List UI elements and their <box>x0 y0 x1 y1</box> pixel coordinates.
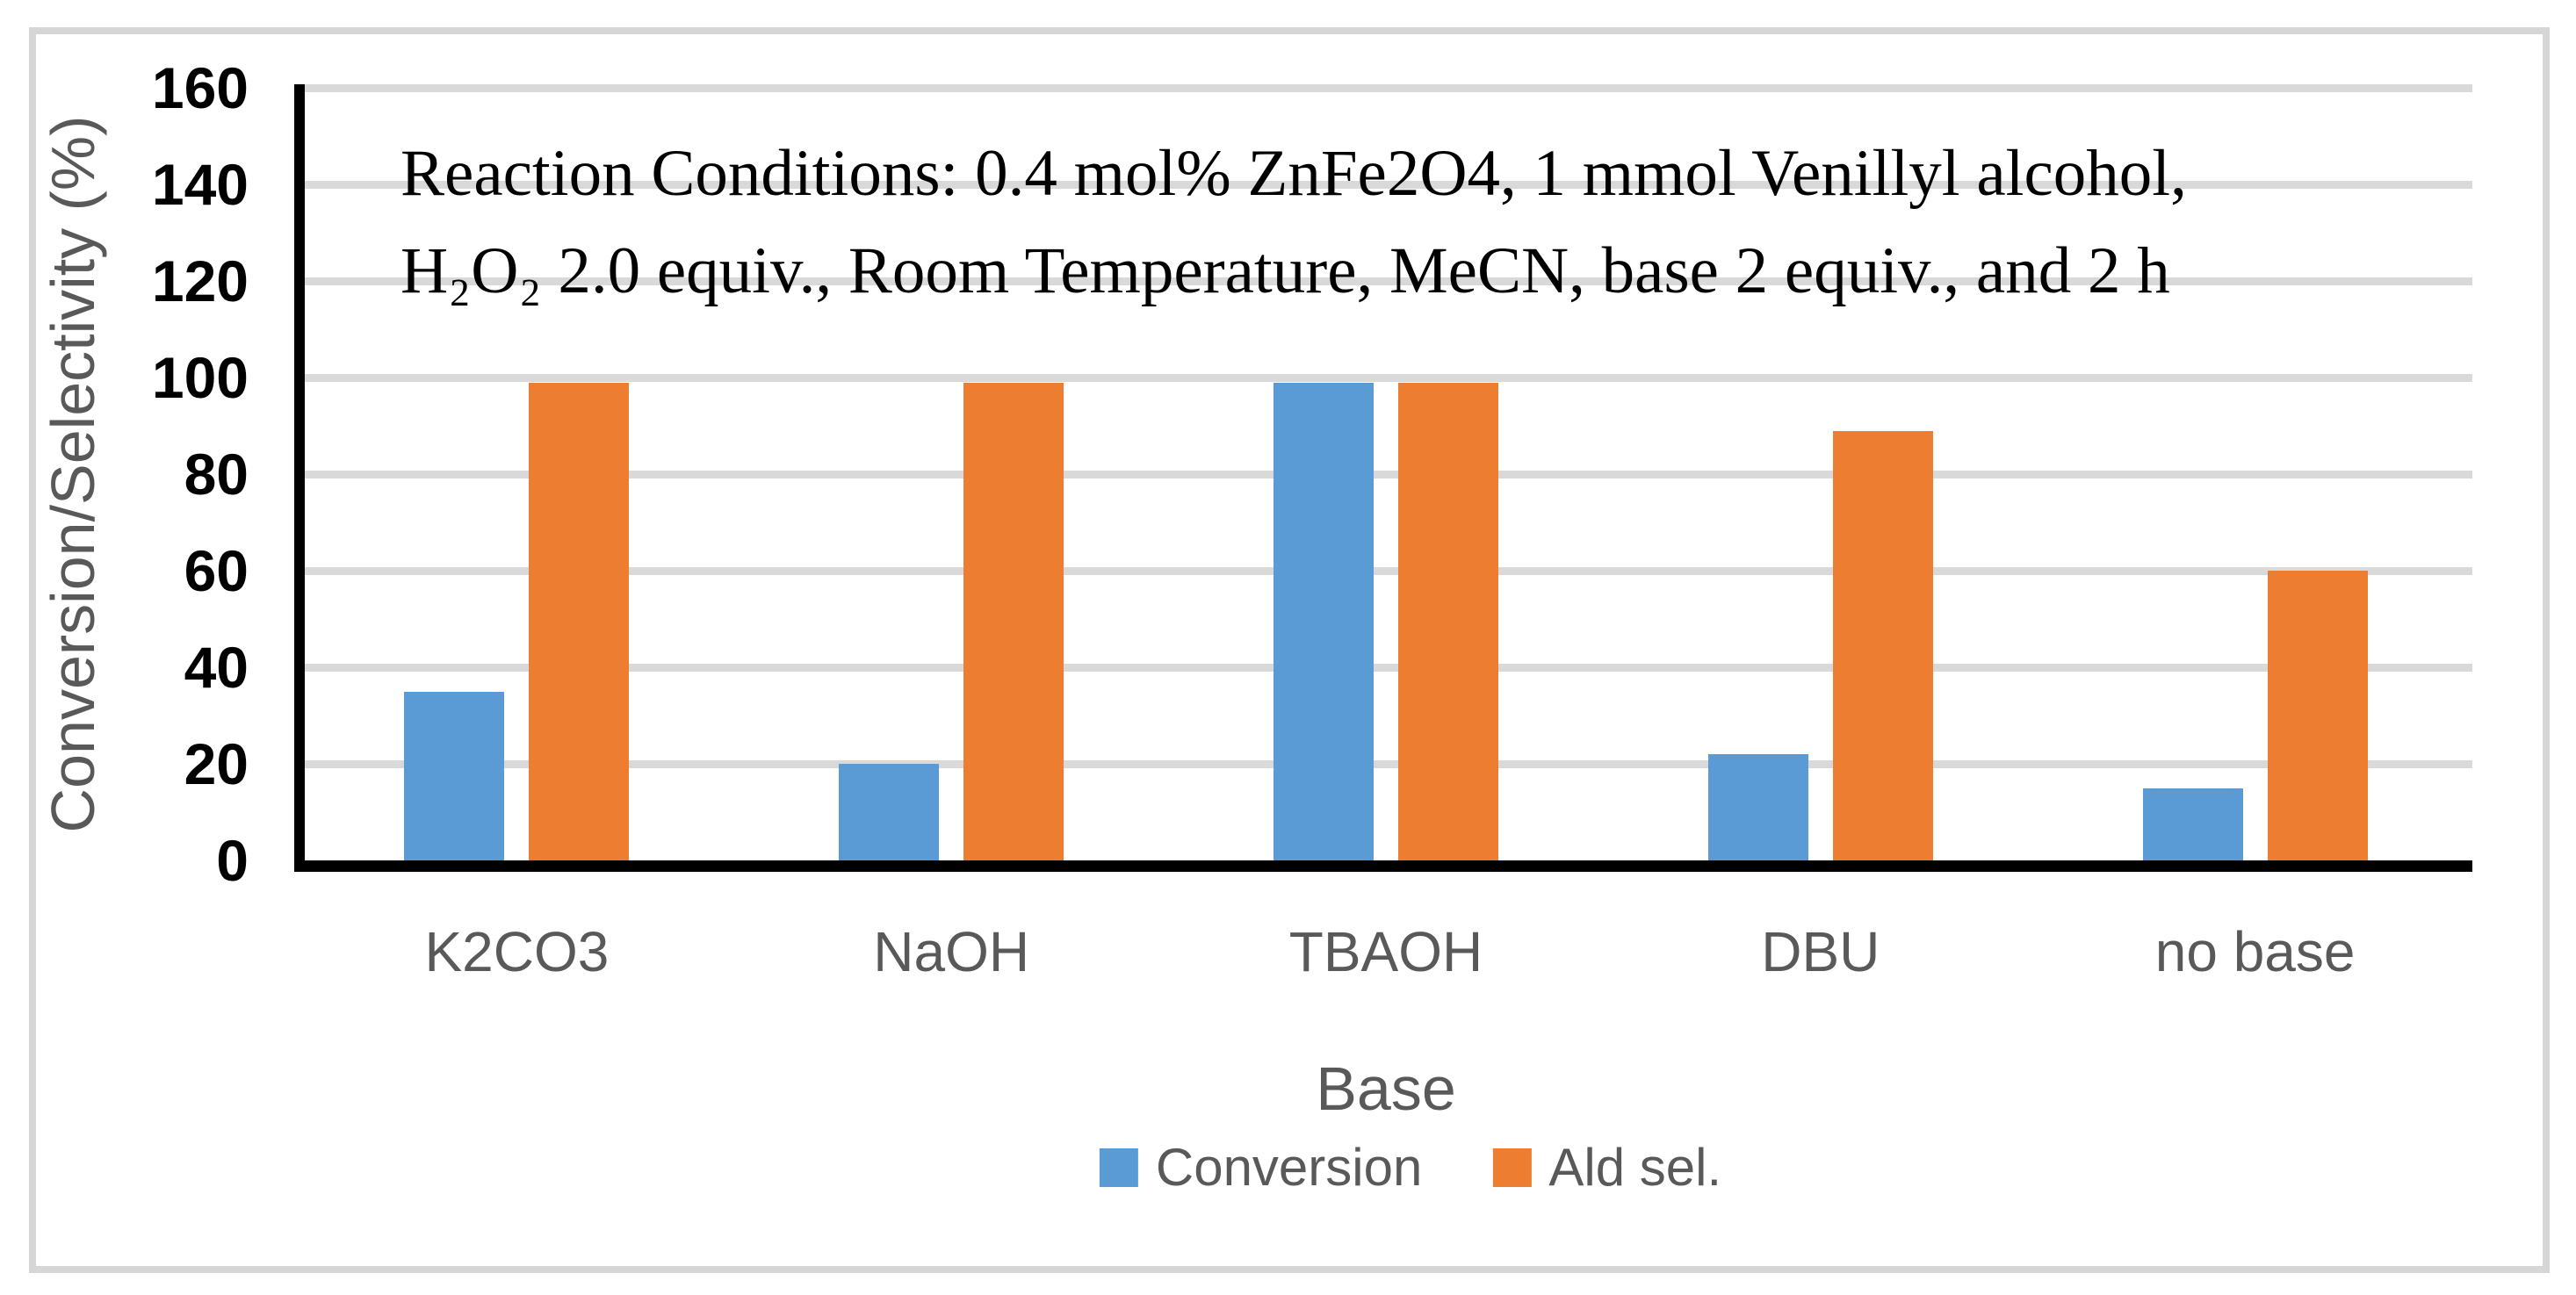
x-category-label-k2co3: K2CO3 <box>424 920 610 983</box>
annotation-line-1: Reaction Conditions: 0.4 mol% ZnFe2O4, 1… <box>400 137 2187 210</box>
bar-conversion-tbaoh <box>1274 382 1374 860</box>
bar-ald-sel-dbu <box>1832 430 1933 860</box>
bar-conversion-k2co3 <box>404 691 505 860</box>
legend-label-ald-sel: Ald sel. <box>1548 1138 1722 1197</box>
legend-marker-ald-sel <box>1492 1148 1532 1187</box>
y-tick-label-0: 0 <box>216 828 249 893</box>
x-axis-title: Base <box>1316 1054 1456 1123</box>
bar-ald-sel-tbaoh <box>1398 382 1498 860</box>
y-tick-label-80: 80 <box>184 442 249 507</box>
bar-ald-sel-k2co3 <box>529 382 630 860</box>
y-tick-label-40: 40 <box>184 635 249 700</box>
bar-conversion-no-base <box>2142 788 2243 860</box>
gridline-140 <box>299 180 2472 189</box>
bar-ald-sel-naoh <box>963 382 1064 860</box>
annotation-line-2: H₂O₂ 2.0 equiv., Room Temperature, MeCN,… <box>400 234 2170 307</box>
gridline-120 <box>299 277 2472 285</box>
x-category-label-tbaoh: TBAOH <box>1288 920 1483 983</box>
x-axis-line <box>294 860 2472 872</box>
bar-conversion-dbu <box>1707 754 1808 860</box>
y-tick-label-60: 60 <box>184 538 249 603</box>
x-category-label-no-base: no base <box>2154 920 2356 983</box>
legend-item-ald-sel: Ald sel. <box>1492 1137 1721 1198</box>
y-tick-label-160: 160 <box>151 55 249 120</box>
legend-item-conversion: Conversion <box>1099 1137 1423 1198</box>
gridline-160 <box>299 83 2472 92</box>
x-category-label-dbu: DBU <box>1761 920 1880 983</box>
y-tick-label-20: 20 <box>184 731 249 796</box>
y-axis-title: Conversion/Selectivity (%) <box>39 115 107 833</box>
gridline-60 <box>299 566 2472 575</box>
bar-ald-sel-no-base <box>2267 571 2368 860</box>
legend: Conversion Ald sel. <box>1099 1137 1721 1198</box>
bar-conversion-naoh <box>839 764 940 860</box>
gridline-40 <box>299 663 2472 672</box>
gridline-20 <box>299 759 2472 768</box>
y-axis-line <box>294 84 305 872</box>
y-tick-label-120: 120 <box>151 248 249 313</box>
x-category-label-naoh: NaOH <box>873 920 1030 983</box>
y-tick-label-100: 100 <box>151 345 249 410</box>
y-tick-label-140: 140 <box>151 152 249 217</box>
reaction-conditions-annotation: Reaction Conditions: 0.4 mol% ZnFe2O4, 1… <box>400 125 2187 320</box>
gridline-80 <box>299 470 2472 478</box>
gridline-100 <box>299 373 2472 382</box>
legend-label-conversion: Conversion <box>1155 1138 1423 1197</box>
legend-marker-conversion <box>1099 1148 1138 1187</box>
